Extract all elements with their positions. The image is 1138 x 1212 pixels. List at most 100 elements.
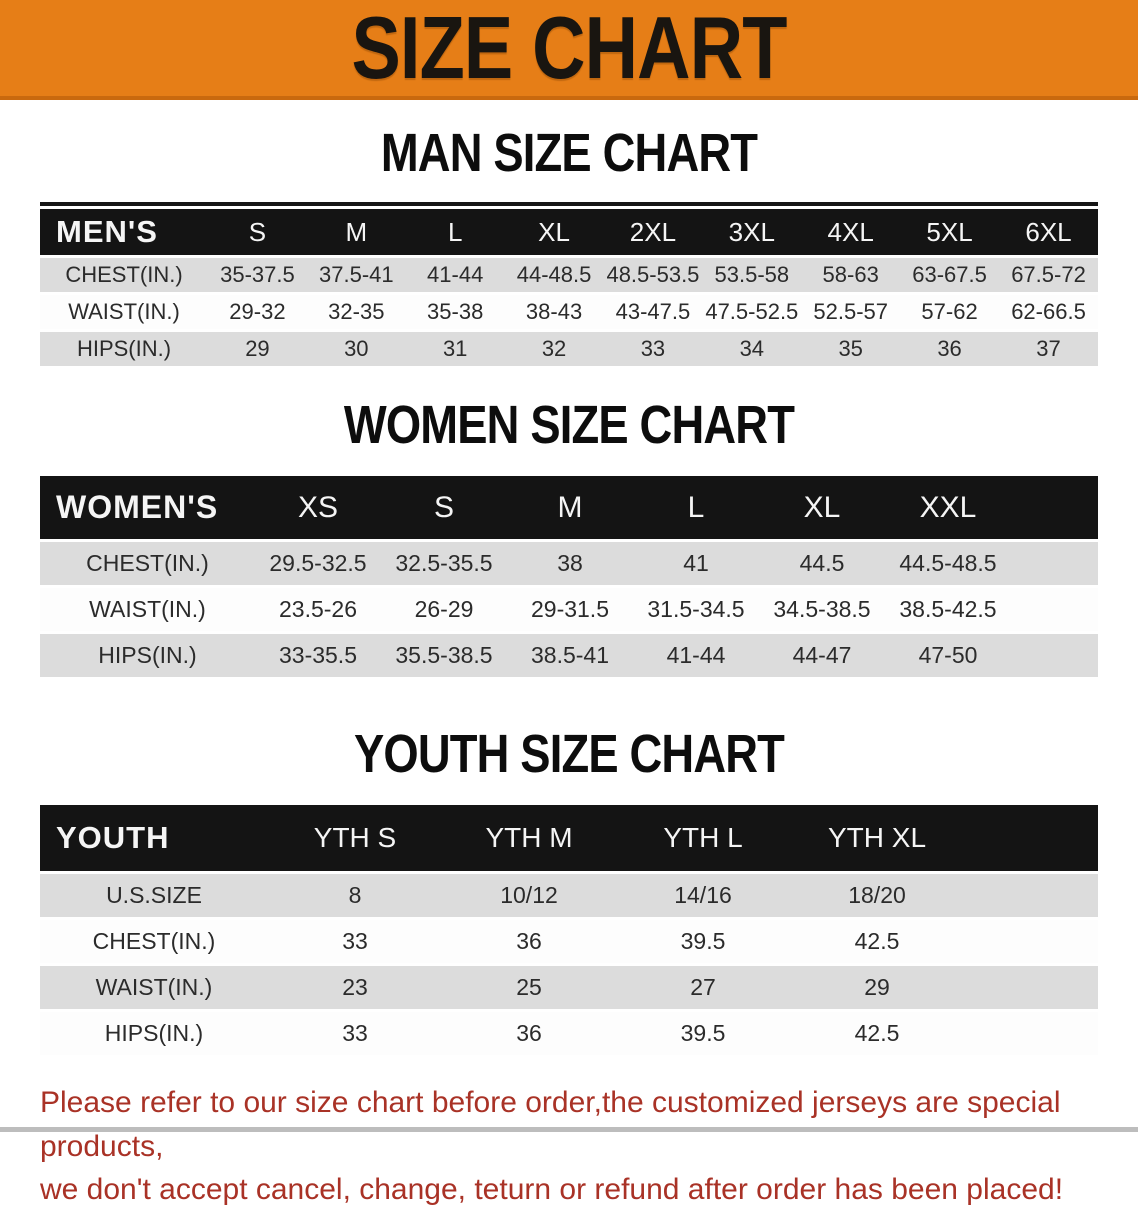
table-row: HIPS(IN.) 33 36 39.5 42.5: [40, 1009, 1098, 1055]
size-column-header: YTH S: [268, 805, 442, 873]
size-value-cell: 31.5-34.5: [633, 585, 759, 633]
size-value-cell: 32.5-35.5: [381, 539, 507, 587]
table-row: WAIST(IN.) 23.5-26 26-29 29-31.5 31.5-34.5 34…: [40, 585, 1098, 633]
size-value-cell: 67.5-72: [999, 255, 1098, 294]
size-value-cell: 44-47: [759, 631, 885, 677]
size-column-header: XXL: [885, 476, 1011, 541]
size-value-cell: 41: [633, 539, 759, 587]
size-value-cell: 32-35: [306, 292, 406, 331]
size-value-cell: 29.5-32.5: [255, 539, 381, 587]
size-value-cell: 39.5: [616, 917, 790, 965]
man-size-chart-heading-text: MAN SIZE CHART: [380, 123, 758, 183]
size-column-header: YTH XL: [790, 805, 964, 873]
men-table-top-border: [40, 202, 1098, 206]
size-value-cell: 35.5-38.5: [381, 631, 507, 677]
size-value-cell: 38-43: [504, 292, 604, 331]
size-value-cell: 14/16: [616, 871, 790, 919]
table-corner-label: MEN'S: [40, 209, 208, 257]
size-value-cell: 44.5-48.5: [885, 539, 1011, 587]
size-value-cell: 33: [603, 329, 703, 366]
row-label: CHEST(IN.): [40, 539, 255, 587]
size-column-header: S: [208, 209, 307, 257]
men-size-table: MEN'S S M L XL 2XL 3XL 4XL 5XL 6XL CHEST(IN.) 35-3…: [40, 209, 1098, 366]
size-value-cell: 62-66.5: [999, 292, 1098, 331]
size-value-cell: 34.5-38.5: [759, 585, 885, 633]
size-column-header: 3XL: [702, 209, 802, 257]
size-column-header: XL: [504, 209, 604, 257]
size-column-header: XS: [255, 476, 381, 541]
size-column-header: 2XL: [603, 209, 703, 257]
cell-filler: [964, 917, 1098, 965]
table-row: CHEST(IN.) 33 36 39.5 42.5: [40, 917, 1098, 965]
table-row: HIPS(IN.) 29 30 31 32 33 34 35 36 37: [40, 329, 1098, 366]
size-value-cell: 42.5: [790, 917, 964, 965]
cell-filler: [1011, 585, 1098, 633]
cell-filler: [1011, 631, 1098, 677]
women-table-header-row: WOMEN'S XS S M L XL XXL: [40, 476, 1098, 541]
size-column-header: M: [507, 476, 633, 541]
size-chart-banner: SIZE CHART: [0, 0, 1138, 100]
size-value-cell: 36: [442, 1009, 616, 1055]
size-value-cell: 26-29: [381, 585, 507, 633]
size-value-cell: 43-47.5: [603, 292, 703, 331]
women-size-table: WOMEN'S XS S M L XL XXL CHEST(IN.) 29.5-32.5 32.…: [40, 476, 1098, 677]
size-value-cell: 48.5-53.5: [603, 255, 703, 294]
cell-filler: [964, 871, 1098, 919]
size-column-header: XL: [759, 476, 885, 541]
row-label: WAIST(IN.): [40, 585, 255, 633]
size-value-cell: 57-62: [900, 292, 999, 331]
cell-filler: [964, 963, 1098, 1011]
row-label: CHEST(IN.): [40, 917, 268, 965]
row-label: HIPS(IN.): [40, 631, 255, 677]
size-value-cell: 47.5-52.5: [702, 292, 802, 331]
size-value-cell: 41-44: [405, 255, 505, 294]
size-column-header: L: [633, 476, 759, 541]
table-row: WAIST(IN.) 23 25 27 29: [40, 963, 1098, 1011]
size-value-cell: 44.5: [759, 539, 885, 587]
size-column-header: S: [381, 476, 507, 541]
size-value-cell: 23: [268, 963, 442, 1011]
size-value-cell: 27: [616, 963, 790, 1011]
size-column-header: YTH M: [442, 805, 616, 873]
size-column-header: L: [405, 209, 505, 257]
table-corner-label: YOUTH: [40, 805, 268, 873]
size-value-cell: 35: [801, 329, 901, 366]
size-column-header: 4XL: [801, 209, 901, 257]
banner-title: SIZE CHART: [351, 0, 787, 97]
size-value-cell: 58-63: [801, 255, 901, 294]
women-size-chart-heading-text: WOMEN SIZE CHART: [343, 395, 795, 455]
men-table-header-row: MEN'S S M L XL 2XL 3XL 4XL 5XL 6XL: [40, 209, 1098, 257]
size-value-cell: 29: [790, 963, 964, 1011]
size-value-cell: 36: [900, 329, 999, 366]
size-value-cell: 29: [208, 329, 307, 366]
row-label: HIPS(IN.): [40, 329, 208, 366]
size-column-header: YTH L: [616, 805, 790, 873]
size-value-cell: 29-31.5: [507, 585, 633, 633]
bottom-edge-strip: [0, 1127, 1138, 1132]
row-label: HIPS(IN.): [40, 1009, 268, 1055]
size-value-cell: 10/12: [442, 871, 616, 919]
size-value-cell: 53.5-58: [702, 255, 802, 294]
size-value-cell: 25: [442, 963, 616, 1011]
size-value-cell: 18/20: [790, 871, 964, 919]
row-label: CHEST(IN.): [40, 255, 208, 294]
size-value-cell: 38.5-41: [507, 631, 633, 677]
youth-table-header-row: YOUTH YTH S YTH M YTH L YTH XL: [40, 805, 1098, 873]
disclaimer-line-1: Please refer to our size chart before or…: [40, 1086, 1061, 1163]
row-label: WAIST(IN.): [40, 292, 208, 331]
youth-size-chart-heading: YOUTH SIZE CHART: [0, 727, 1138, 781]
size-value-cell: 33: [268, 1009, 442, 1055]
size-value-cell: 47-50: [885, 631, 1011, 677]
table-row: HIPS(IN.) 33-35.5 35.5-38.5 38.5-41 41-44 44-…: [40, 631, 1098, 677]
row-label: WAIST(IN.): [40, 963, 268, 1011]
size-value-cell: 41-44: [633, 631, 759, 677]
size-value-cell: 52.5-57: [801, 292, 901, 331]
row-label: U.S.SIZE: [40, 871, 268, 919]
size-value-cell: 37.5-41: [306, 255, 406, 294]
size-value-cell: 30: [306, 329, 406, 366]
size-value-cell: 36: [442, 917, 616, 965]
cell-filler: [964, 1009, 1098, 1055]
size-value-cell: 34: [702, 329, 802, 366]
size-value-cell: 31: [405, 329, 505, 366]
table-corner-label: WOMEN'S: [40, 476, 255, 541]
